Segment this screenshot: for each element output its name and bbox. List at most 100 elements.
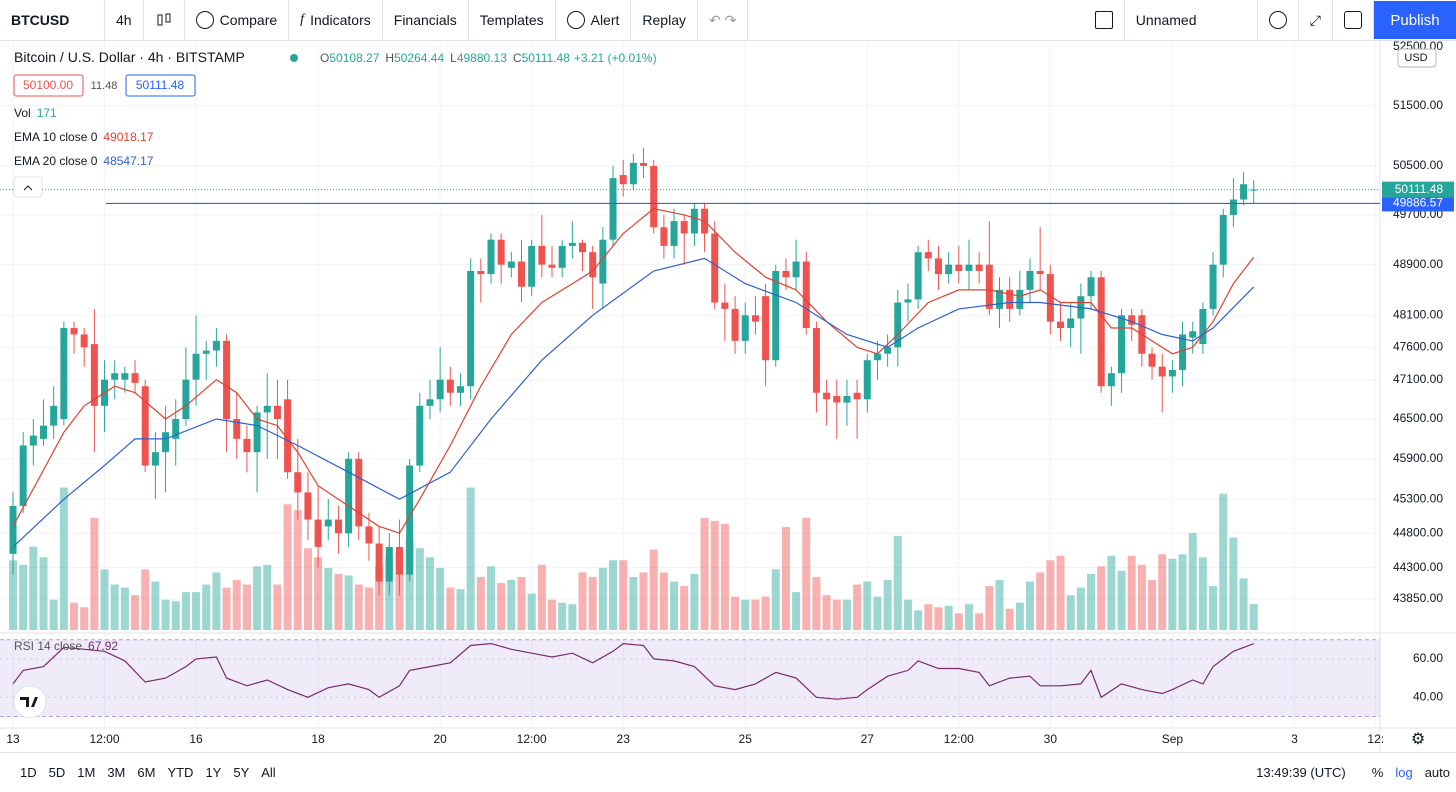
collapse-icon (23, 185, 33, 191)
volume-bar (375, 566, 384, 630)
volume-bar (975, 613, 984, 630)
volume-bar (486, 566, 495, 630)
range-button[interactable]: 1M (77, 765, 96, 780)
candle-body (538, 245, 546, 265)
range-button[interactable]: 5D (48, 765, 66, 780)
candle-body (772, 270, 780, 361)
candle-body (579, 242, 587, 253)
label: Indicators (310, 12, 371, 28)
compare[interactable]: Compare (185, 0, 290, 41)
symbol[interactable]: BTCUSD (0, 0, 105, 41)
ohlc-value: 50108.27 (329, 51, 379, 65)
range-button[interactable]: All (261, 765, 276, 780)
volume-bar (537, 564, 546, 630)
candle-body (762, 296, 770, 361)
collapse-button[interactable] (13, 176, 43, 198)
volume-bar (700, 517, 709, 630)
volume-bar (812, 576, 821, 630)
volume-bar (1148, 579, 1157, 630)
layout-toggle[interactable] (1084, 0, 1125, 41)
volume-bar (425, 557, 434, 630)
chart-title: Bitcoin / U.S. Dollar · 4h · BITSTAMP (14, 49, 245, 65)
candle-body (365, 526, 373, 544)
volume-bar (19, 564, 28, 630)
scale-button[interactable]: % (1371, 765, 1384, 780)
candle-body (792, 261, 800, 278)
volume-bar (792, 592, 801, 630)
candle-body (741, 315, 749, 341)
volume-bar (1056, 555, 1065, 630)
gear-icon (1268, 11, 1287, 29)
volume-bar (456, 589, 465, 630)
volume-bar (649, 549, 658, 630)
publish[interactable]: Publish (1374, 1, 1456, 39)
volume-bar (639, 572, 648, 630)
candle-body (568, 242, 576, 246)
volume-bar (893, 536, 902, 630)
candle-body (721, 302, 729, 309)
snapshot[interactable] (1333, 0, 1374, 41)
candle-body (395, 546, 403, 575)
financials[interactable]: Financials (383, 0, 469, 41)
range-button[interactable]: YTD (167, 765, 194, 780)
range-button[interactable]: 6M (137, 765, 156, 780)
volume-bar (202, 584, 211, 630)
range-button[interactable]: 1D (20, 765, 37, 780)
candle-body (1016, 289, 1024, 309)
chart-style[interactable] (144, 0, 185, 41)
x-tick-label: 20 (433, 732, 447, 746)
y-tick-label: 45900.00 (1393, 451, 1443, 465)
undo-redo[interactable]: ↶ ↷ (698, 0, 749, 41)
range-button[interactable]: 1Y (205, 765, 222, 780)
candle-body (640, 162, 648, 166)
candle-body (111, 373, 119, 380)
alert[interactable]: Alert (556, 0, 632, 41)
candle-body (1097, 277, 1105, 387)
volume-bar (212, 572, 221, 630)
volume-bar (822, 595, 831, 630)
candle-body (1250, 189, 1258, 191)
ema-value: 49018.17 (103, 130, 153, 144)
fullscreen[interactable]: ⤢ (1299, 0, 1333, 41)
scale-button[interactable]: auto (1424, 765, 1450, 780)
volume-bar (741, 599, 750, 630)
candle-body (690, 208, 698, 234)
templates[interactable]: Templates (469, 0, 556, 41)
x-tick-label: 3 (1291, 732, 1298, 746)
volume-bar (324, 567, 333, 630)
settings[interactable] (1258, 0, 1299, 41)
layout[interactable]: Unnamed (1125, 0, 1258, 41)
label: Replay (642, 12, 686, 28)
volume-bar (303, 548, 312, 630)
range-button[interactable]: 5Y (233, 765, 250, 780)
ask: 50111.48 (136, 78, 185, 92)
volume-bar (1117, 570, 1126, 630)
clock[interactable]: 13:49:39 (UTC) (1256, 765, 1346, 780)
volume-bar (670, 581, 679, 630)
volume-bar (1076, 587, 1085, 630)
volume-bar (934, 607, 943, 630)
volume-bar (873, 596, 882, 630)
volume-bar (1188, 533, 1197, 630)
candle-body (202, 350, 210, 354)
replay[interactable]: Replay (631, 0, 698, 41)
y-tick-label: 48900.00 (1393, 257, 1443, 271)
volume-legend: Vol 171 (14, 106, 57, 120)
volume-bar (731, 596, 740, 630)
volume-bar (1178, 554, 1187, 630)
candle-body (375, 543, 383, 582)
candle-body (406, 465, 414, 575)
currency-box (1397, 48, 1437, 68)
volume-bar (161, 599, 170, 630)
volume-bar (1158, 554, 1167, 630)
interval[interactable]: 4h (105, 0, 144, 41)
scale-button[interactable]: log (1395, 765, 1413, 780)
price-label: 50111.48 (1395, 182, 1444, 196)
candle-body (487, 239, 495, 275)
candle-body (823, 392, 831, 400)
indicators[interactable]: f Indicators (289, 0, 383, 41)
volume-bar (1005, 608, 1014, 630)
range-button[interactable]: 3M (107, 765, 126, 780)
volume-bar (263, 564, 272, 630)
